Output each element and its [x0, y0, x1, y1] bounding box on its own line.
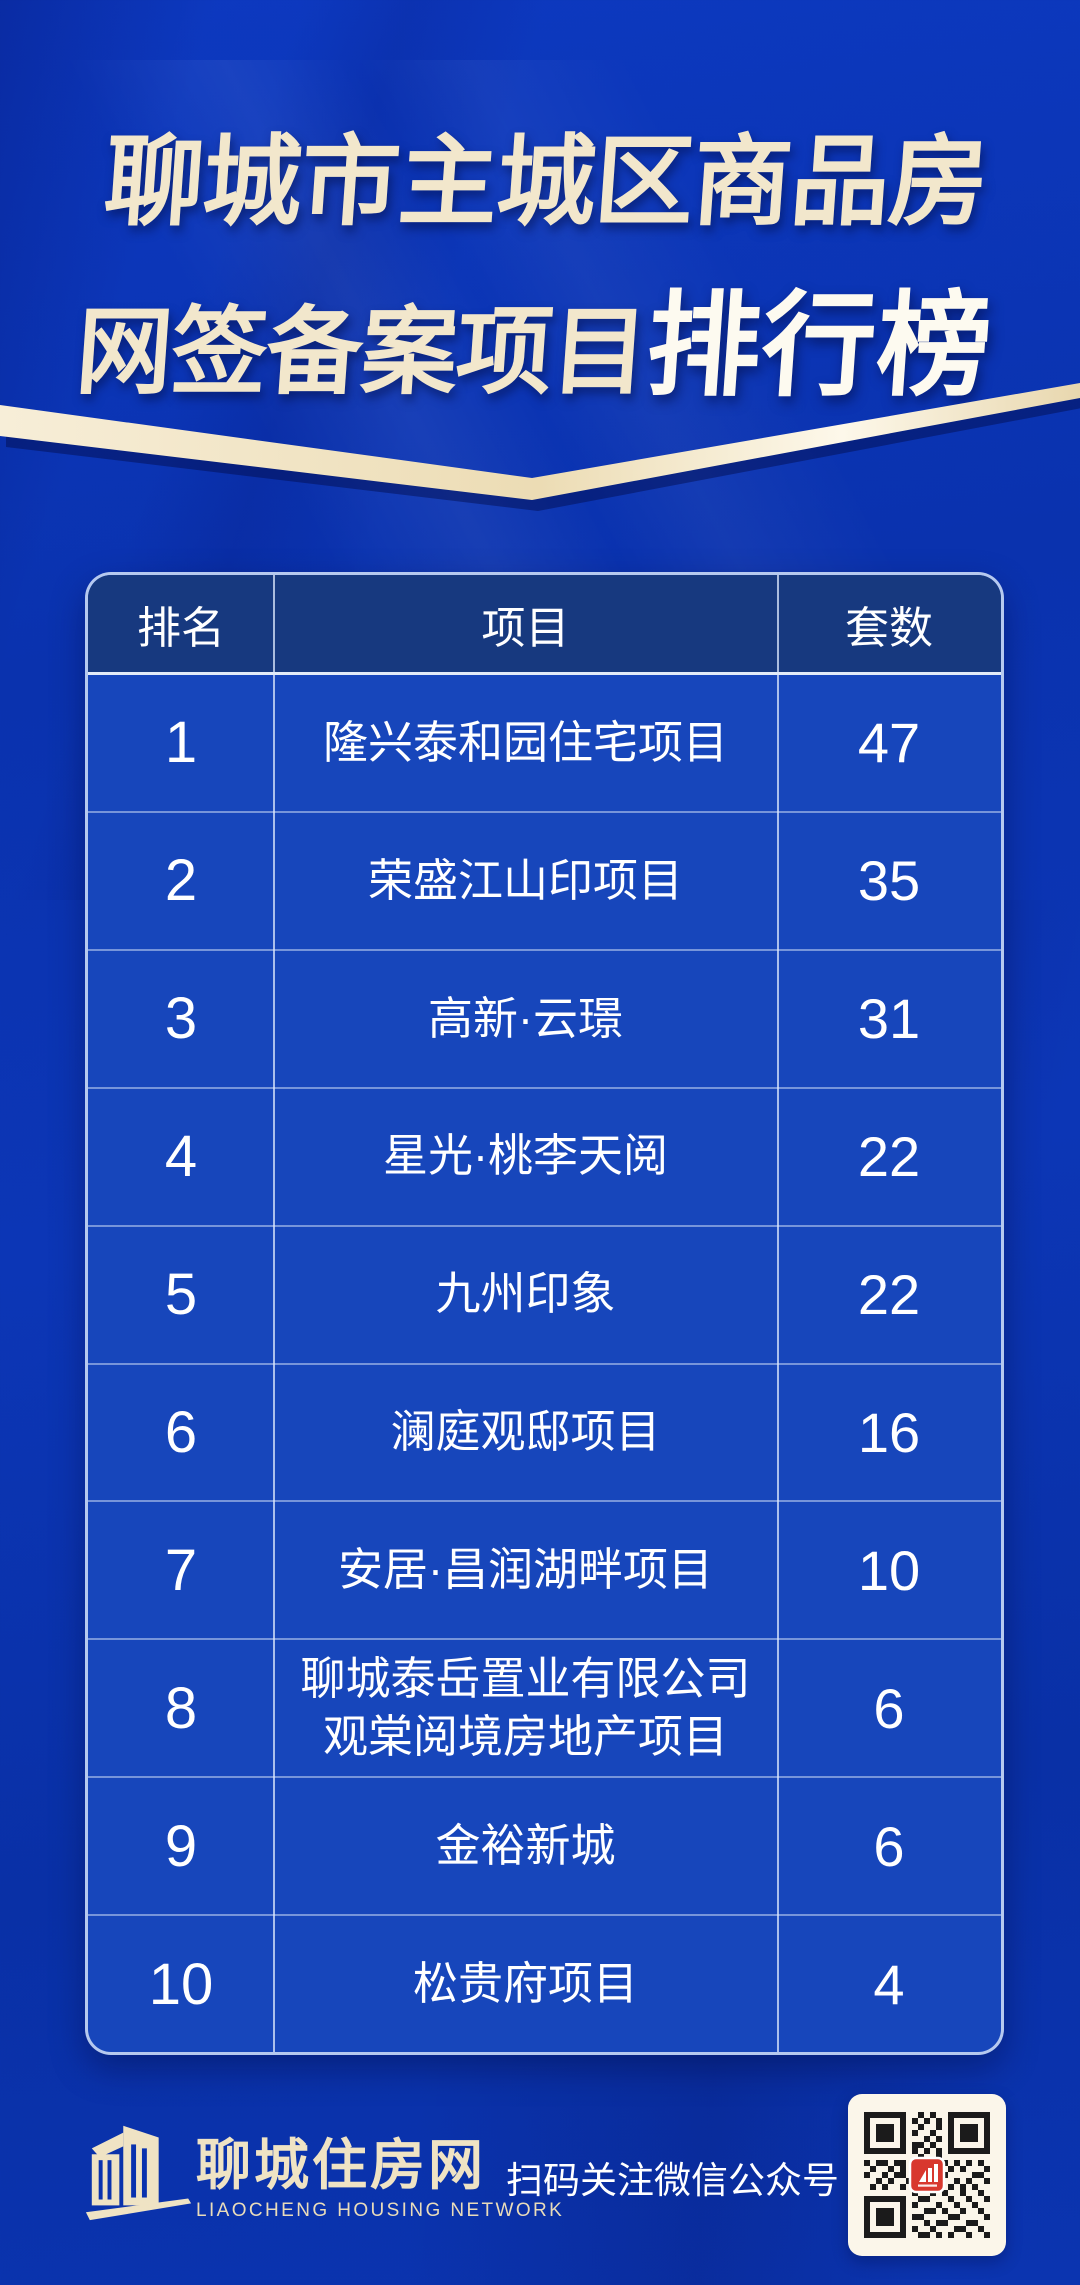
table-header-row: 排名 项目 套数 — [88, 575, 1001, 675]
project-name: 松贵府项目 — [412, 1957, 638, 2009]
gold-ribbon-icon — [0, 383, 1080, 511]
header-project: 项目 — [481, 603, 570, 653]
unit-count: 6 — [873, 1814, 905, 1878]
table-row: 2 荣盛江山印项目 35 — [88, 810, 1001, 949]
unit-count: 35 — [857, 849, 921, 913]
table-row: 8 聊城泰岳置业有限公司 观棠阅境房地产项目 6 — [88, 1638, 1001, 1776]
rank-value: 6 — [164, 1399, 198, 1465]
table-row: 3 高新·云璟 31 — [88, 948, 1001, 1087]
table-body: 1 隆兴泰和园住宅项目 47 2 荣盛江山印项目 35 3 高新·云璟 31 4… — [88, 675, 1001, 2052]
header-count: 套数 — [845, 603, 933, 653]
unit-count: 31 — [857, 987, 921, 1051]
unit-count: 10 — [857, 1538, 921, 1602]
rank-value: 3 — [164, 986, 198, 1052]
logo-name-en: LIAOCHENG HOUSING NETWORK — [196, 2200, 565, 2221]
table-row: 10 松贵府项目 4 — [88, 1914, 1001, 2052]
table-row: 9 金裕新城 6 — [88, 1776, 1001, 1914]
qr-pattern-icon — [864, 2112, 990, 2238]
unit-count: 22 — [857, 1125, 921, 1189]
table-row: 5 九州印象 22 — [88, 1224, 1001, 1363]
rank-value: 9 — [164, 1813, 198, 1879]
rank-value: 7 — [164, 1537, 198, 1603]
rank-value: 5 — [164, 1262, 198, 1328]
table-row: 6 澜庭观邸项目 16 — [88, 1362, 1001, 1501]
wechat-qr-code — [848, 2094, 1006, 2256]
unit-count: 22 — [857, 1263, 921, 1327]
gold-ribbon-divider — [0, 372, 1080, 517]
table-row: 1 隆兴泰和园住宅项目 47 — [88, 675, 1001, 811]
housing-network-logo-icon — [80, 2110, 198, 2230]
header-rank: 排名 — [137, 603, 225, 653]
unit-count: 47 — [857, 711, 921, 775]
rank-value: 4 — [164, 1124, 198, 1190]
title-line-1: 聊城市主城区商品房 — [101, 126, 991, 237]
project-name: 九州印象 — [435, 1268, 616, 1320]
rank-value: 2 — [164, 848, 198, 914]
unit-count: 16 — [857, 1400, 921, 1464]
qr-center-logo-icon — [908, 2156, 946, 2194]
rank-value: 1 — [164, 710, 198, 776]
project-name: 金裕新城 — [435, 1819, 616, 1871]
rank-value: 10 — [148, 1951, 214, 2017]
rank-value: 8 — [164, 1675, 198, 1741]
project-name: 星光·桃李天阅 — [383, 1130, 668, 1182]
qr-caption: 扫码关注微信公众号 — [506, 2160, 839, 2201]
project-name: 荣盛江山印项目 — [367, 854, 683, 906]
table-row: 7 安居·昌润湖畔项目 10 — [88, 1500, 1001, 1638]
project-name: 安居·昌润湖畔项目 — [338, 1544, 713, 1596]
project-name: 聊城泰岳置业有限公司 观棠阅境房地产项目 — [300, 1652, 751, 1763]
logo-name-cn: 聊城住房网 — [196, 2134, 487, 2196]
unit-count: 4 — [873, 1952, 905, 2016]
table-row: 4 星光·桃李天阅 22 — [88, 1086, 1001, 1225]
project-name: 隆兴泰和园住宅项目 — [322, 716, 728, 768]
ranking-table: 排名 项目 套数 1 隆兴泰和园住宅项目 47 2 荣盛江山印项目 35 3 高… — [85, 572, 1004, 2055]
project-name: 高新·云璟 — [428, 992, 623, 1044]
unit-count: 6 — [873, 1676, 905, 1740]
housing-network-logo-text: 聊城住房网 LIAOCHENG HOUSING NETWORK — [196, 2134, 564, 2222]
project-name: 澜庭观邸项目 — [390, 1406, 661, 1458]
